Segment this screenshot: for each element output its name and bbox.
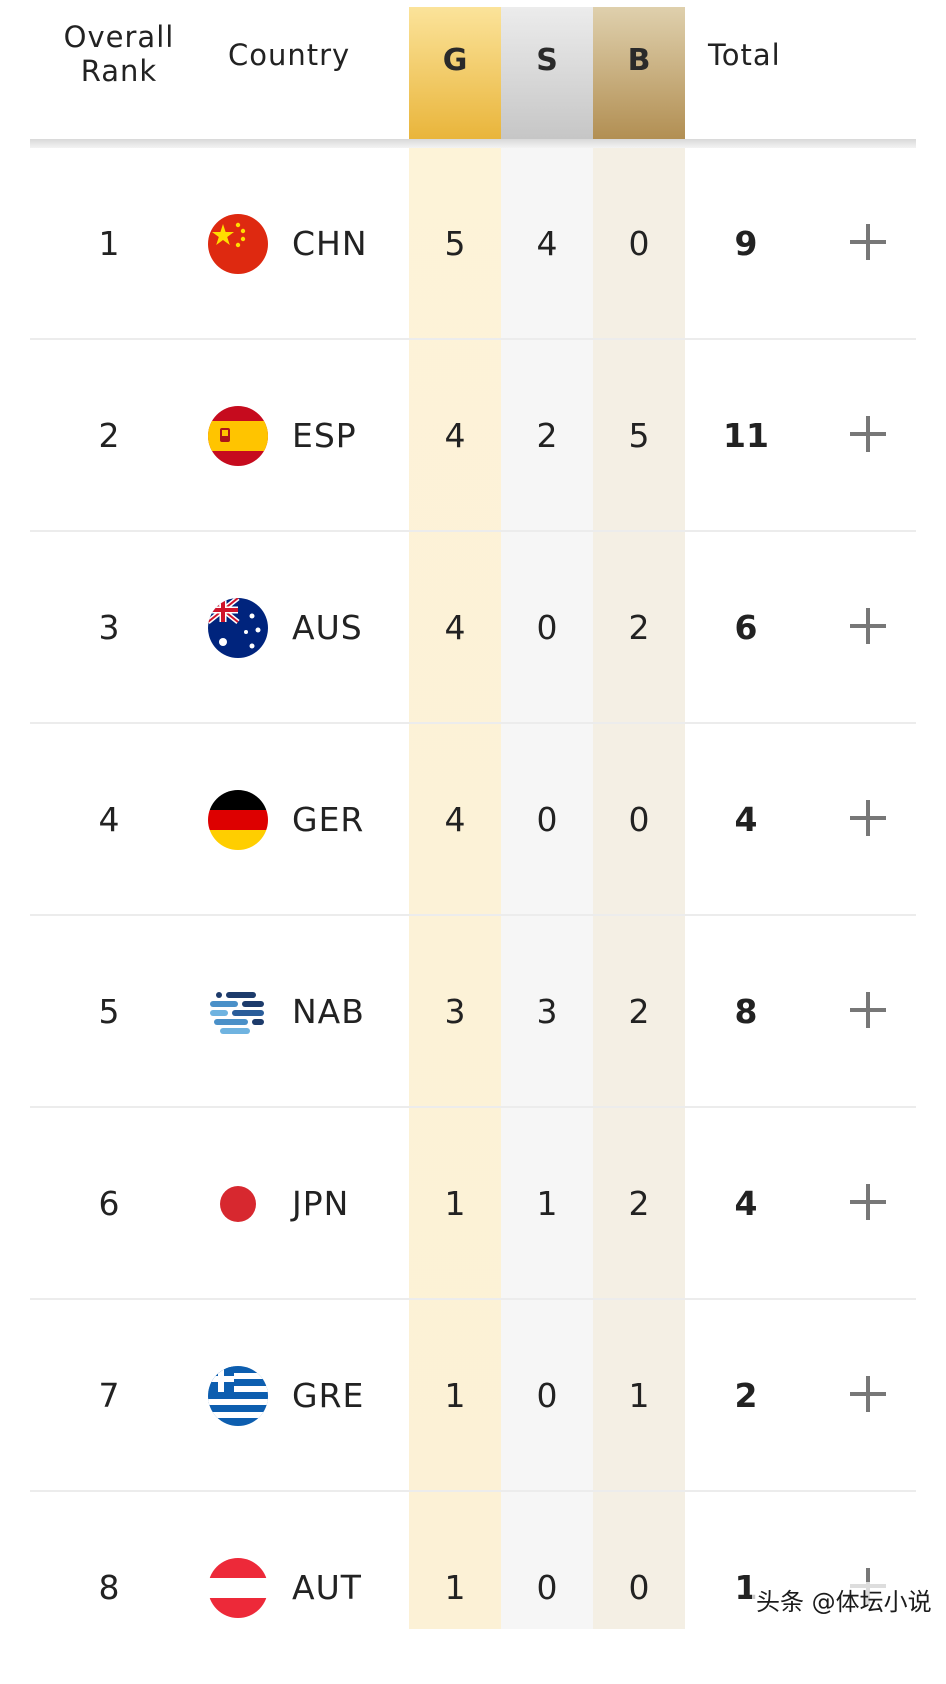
- watermark: 头条 @体坛小说: [752, 1582, 936, 1617]
- japan-flag-icon: [208, 1174, 268, 1234]
- row-divider: [30, 338, 916, 340]
- row-divider: [30, 914, 916, 916]
- plus-icon[interactable]: [850, 800, 886, 836]
- total-header[interactable]: Total: [708, 38, 781, 72]
- silver-count: 0: [536, 1376, 558, 1415]
- gold-count: 4: [444, 416, 466, 455]
- country-code[interactable]: GRE: [292, 1376, 365, 1415]
- country-code[interactable]: JPN: [292, 1184, 350, 1223]
- rank-cell: 2: [98, 416, 120, 455]
- country-code[interactable]: CHN: [292, 224, 368, 263]
- gold-count: 3: [444, 992, 466, 1031]
- greece-flag-icon: [208, 1366, 268, 1426]
- plus-icon[interactable]: [850, 1184, 886, 1220]
- bronze-header[interactable]: B: [593, 7, 685, 139]
- total-count: 4: [734, 1184, 758, 1223]
- bronze-header-label: B: [627, 43, 651, 78]
- country-code[interactable]: ESP: [292, 416, 357, 455]
- bronze-count: 0: [628, 1568, 650, 1607]
- silver-count: 3: [536, 992, 558, 1031]
- plus-icon[interactable]: [850, 224, 886, 260]
- total-count: 9: [734, 224, 758, 263]
- gold-header-label: G: [442, 43, 468, 78]
- table-row[interactable]: 8 AUT 1 0 0 1: [30, 1492, 916, 1684]
- rank-cell: 8: [98, 1568, 120, 1607]
- row-divider: [30, 1298, 916, 1300]
- country-code[interactable]: AUS: [292, 608, 363, 647]
- austria-flag-icon: [208, 1558, 268, 1618]
- silver-header-label: S: [536, 43, 558, 78]
- country-code[interactable]: GER: [292, 800, 365, 839]
- table-row[interactable]: 5 NAB 3 3 2 8: [30, 916, 916, 1108]
- overall-rank-header[interactable]: Overall Rank: [46, 20, 192, 88]
- row-divider: [30, 1106, 916, 1108]
- bronze-count: 0: [628, 224, 650, 263]
- bronze-count: 2: [628, 992, 650, 1031]
- spain-flag-icon: [208, 406, 268, 466]
- total-count: 11: [723, 416, 769, 455]
- silver-count: 0: [536, 800, 558, 839]
- silver-count: 1: [536, 1184, 558, 1223]
- rank-cell: 3: [98, 608, 120, 647]
- total-count: 6: [734, 608, 758, 647]
- australia-flag-icon: [208, 598, 268, 658]
- row-divider: [30, 530, 916, 532]
- silver-count: 0: [536, 608, 558, 647]
- table-row[interactable]: 7 GRE 1 0 1 2: [30, 1300, 916, 1492]
- total-count: 2: [734, 1376, 758, 1415]
- plus-icon[interactable]: [850, 608, 886, 644]
- bronze-count: 2: [628, 1184, 650, 1223]
- neutral-athletes-flag-icon: [208, 982, 268, 1042]
- bronze-count: 1: [628, 1376, 650, 1415]
- silver-count: 0: [536, 1568, 558, 1607]
- bronze-count: 0: [628, 800, 650, 839]
- header-divider: [30, 139, 916, 148]
- bronze-count: 5: [628, 416, 650, 455]
- gold-count: 5: [444, 224, 466, 263]
- gold-column-band: [409, 7, 501, 1629]
- plus-icon[interactable]: [850, 992, 886, 1028]
- germany-flag-icon: [208, 790, 268, 850]
- country-code[interactable]: NAB: [292, 992, 365, 1031]
- silver-column-band: [501, 7, 593, 1629]
- rank-cell: 5: [98, 992, 120, 1031]
- table-row[interactable]: 2 ESP 4 2 5 11: [30, 340, 916, 532]
- rank-cell: 6: [98, 1184, 120, 1223]
- silver-count: 4: [536, 224, 558, 263]
- table-row[interactable]: 1 CHN 5 4 0 9: [30, 148, 916, 340]
- table-row[interactable]: 4 GER 4 0 0 4: [30, 724, 916, 916]
- table-row[interactable]: 3 AUS 4 0 2 6: [30, 532, 916, 724]
- plus-icon[interactable]: [850, 1376, 886, 1412]
- gold-header[interactable]: G: [409, 7, 501, 139]
- gold-count: 4: [444, 608, 466, 647]
- table-row[interactable]: 6 JPN 1 1 2 4: [30, 1108, 916, 1300]
- total-count: 4: [734, 800, 758, 839]
- china-flag-icon: [208, 214, 268, 274]
- bronze-count: 2: [628, 608, 650, 647]
- rank-cell: 1: [98, 224, 120, 263]
- gold-count: 1: [444, 1376, 466, 1415]
- total-count: 1: [734, 1568, 758, 1607]
- rank-cell: 7: [98, 1376, 120, 1415]
- silver-header[interactable]: S: [501, 7, 593, 139]
- rank-header-line2: Rank: [80, 54, 158, 88]
- row-divider: [30, 1490, 916, 1492]
- plus-icon[interactable]: [850, 416, 886, 452]
- total-count: 8: [734, 992, 758, 1031]
- gold-count: 1: [444, 1184, 466, 1223]
- rank-cell: 4: [98, 800, 120, 839]
- silver-count: 2: [536, 416, 558, 455]
- gold-count: 1: [444, 1568, 466, 1607]
- gold-count: 4: [444, 800, 466, 839]
- country-code[interactable]: AUT: [292, 1568, 362, 1607]
- row-divider: [30, 722, 916, 724]
- country-header[interactable]: Country: [228, 38, 351, 72]
- bronze-column-band: [593, 7, 685, 1629]
- rank-header-line1: Overall: [63, 20, 175, 54]
